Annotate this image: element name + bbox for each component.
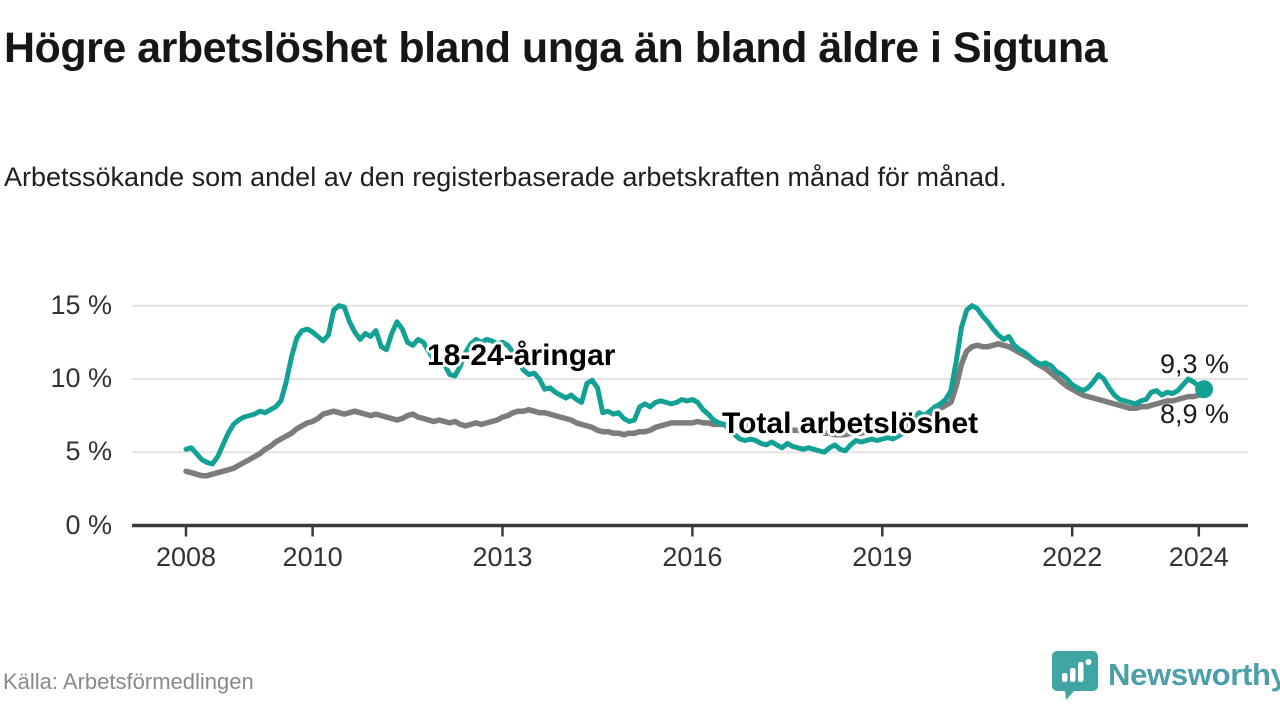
x-axis-tick-label: 2008: [155, 542, 217, 572]
x-axis-tick-label: 2022: [1042, 542, 1103, 572]
end-value-label-total: 8,9 %: [1160, 399, 1230, 429]
source-note: Källa: Arbetsförmedlingen: [3, 669, 254, 694]
y-axis-tick-label: 10 %: [50, 362, 112, 393]
end-value-label-youth: 9,3 %: [1160, 349, 1230, 379]
x-axis-tick-label: 2016: [662, 542, 723, 572]
series-line-youth: [183, 303, 1207, 467]
x-axis-tick-label: 2013: [472, 542, 533, 572]
y-axis-tick-label: 15 %: [50, 289, 112, 320]
series-label-total: Total arbetslöshet: [722, 407, 979, 440]
newsworthy-logo-icon: [1052, 651, 1098, 700]
x-axis-tick-label: 2019: [852, 542, 913, 572]
x-axis-tick-label: 2024: [1168, 542, 1229, 572]
end-point-marker-youth: [1195, 380, 1214, 399]
newsworthy-logo: Newsworthy: [1052, 650, 1280, 700]
y-axis-tick-label: 0 %: [65, 509, 112, 540]
chart-title: Högre arbetslöshet bland unga än bland ä…: [4, 24, 1108, 72]
x-axis-tick-label: 2010: [282, 542, 343, 572]
y-axis-tick-label: 5 %: [65, 436, 112, 467]
newsworthy-wordmark: Newsworthy: [1108, 657, 1280, 692]
chart-subtitle: Arbetssökande som andel av den registerb…: [4, 162, 1007, 192]
series-label-youth: 18-24-åringar: [427, 339, 616, 372]
